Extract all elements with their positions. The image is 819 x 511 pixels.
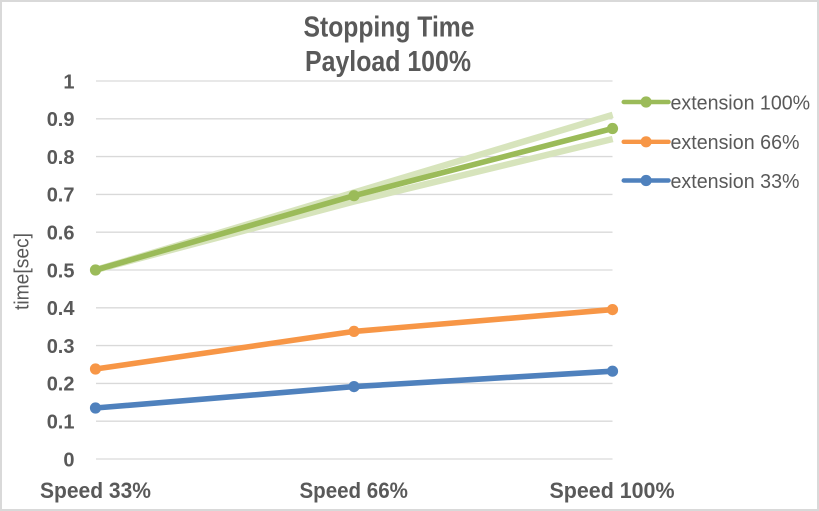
svg-text:0.2: 0.2: [47, 374, 75, 396]
svg-text:extension 100%: extension 100%: [671, 92, 811, 114]
svg-text:time[sec]: time[sec]: [12, 233, 34, 310]
svg-text:0.6: 0.6: [47, 223, 75, 245]
svg-text:Payload 100%: Payload 100%: [305, 46, 471, 78]
svg-text:extension 66%: extension 66%: [671, 132, 800, 154]
svg-text:0.3: 0.3: [47, 336, 75, 358]
svg-text:extension 33%: extension 33%: [671, 171, 800, 193]
svg-text:Speed 33%: Speed 33%: [40, 478, 151, 503]
svg-text:Speed 66%: Speed 66%: [299, 478, 408, 503]
svg-text:Stopping Time: Stopping Time: [304, 11, 475, 43]
svg-text:0.7: 0.7: [47, 185, 75, 207]
svg-text:Speed 100%: Speed 100%: [550, 478, 675, 503]
svg-text:1: 1: [63, 71, 74, 93]
svg-text:0: 0: [63, 449, 74, 471]
svg-text:0.5: 0.5: [47, 260, 75, 282]
svg-text:0.4: 0.4: [47, 298, 76, 320]
svg-text:0.9: 0.9: [47, 109, 75, 131]
svg-text:0.1: 0.1: [47, 412, 75, 434]
svg-text:0.8: 0.8: [47, 147, 75, 169]
